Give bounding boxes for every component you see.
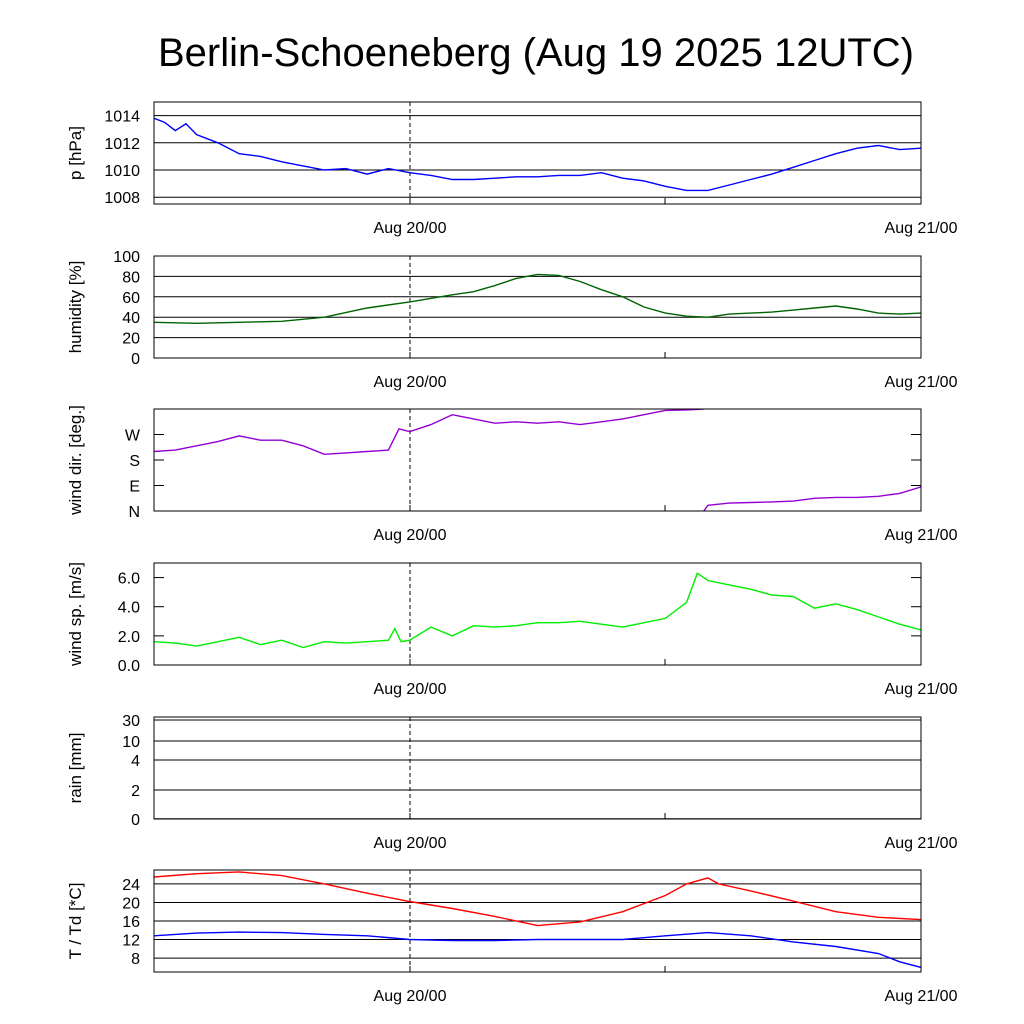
panel-frame [153, 869, 922, 973]
panel-frame [153, 408, 922, 512]
x-tick-label: Aug 20/00 [374, 681, 447, 698]
y-tick-label: S [129, 453, 140, 470]
y-tick-label: 1014 [104, 109, 140, 126]
x-tick-label: Aug 20/00 [374, 527, 447, 544]
panel-2: 0 20 40 60 80 100 humidity [%] Aug 20/00 Aug 21/… [66, 249, 958, 391]
series-line-1 [154, 871, 921, 927]
y-axis-label: wind dir. [deg.] [66, 405, 85, 516]
x-tick-label: Aug 20/00 [374, 988, 447, 1005]
series-line-1 [154, 409, 704, 456]
y-tick-label: 10 [122, 734, 140, 751]
y-tick-label: 4.0 [118, 600, 140, 617]
panel-5: 0 2 4 10 30 rain [mm] Aug 20/00 Aug 21/00 [66, 713, 958, 852]
x-tick-label: Aug 20/00 [374, 220, 447, 237]
y-tick-label: 100 [113, 249, 140, 266]
y-tick-label: 2 [131, 783, 140, 800]
x-tick-label: Aug 21/00 [885, 374, 958, 391]
y-tick-label: 20 [122, 331, 140, 348]
panel-frame [153, 716, 922, 820]
y-tick-label: 1008 [104, 190, 140, 207]
y-axis-label: humidity [%] [66, 261, 85, 354]
y-axis-label: T / Td [*C] [66, 883, 85, 960]
y-tick-label: 12 [122, 933, 140, 950]
y-tick-label: 8 [131, 951, 140, 968]
x-tick-label: Aug 21/00 [885, 527, 958, 544]
panel-1: 1008 1010 1012 1014 p [hPa] Aug 20/00 Aug 21/0… [66, 101, 958, 237]
y-tick-label: 16 [122, 914, 140, 931]
series-line-1 [154, 273, 921, 325]
series-line-2 [703, 486, 921, 511]
y-tick-label: W [125, 428, 141, 445]
y-tick-label: 0 [131, 812, 140, 829]
y-tick-label: 40 [122, 310, 140, 327]
panel-4: 0.0 2.0 4.0 6.0 wind sp. [m/s] Aug 20/00 Aug 2… [66, 562, 958, 698]
series-line-1 [154, 117, 921, 192]
y-tick-label: 0.0 [118, 658, 140, 675]
y-tick-label: 6.0 [118, 571, 140, 588]
panel-frame [153, 562, 922, 666]
y-tick-label: 30 [122, 713, 140, 730]
y-tick-label: 24 [122, 877, 140, 894]
x-tick-label: Aug 20/00 [374, 374, 447, 391]
series-line-2 [154, 931, 921, 969]
y-axis-label: p [hPa] [66, 126, 85, 180]
y-axis-label: wind sp. [m/s] [66, 562, 85, 667]
y-tick-label: 60 [122, 290, 140, 307]
x-tick-label: Aug 21/00 [885, 988, 958, 1005]
series-line-1 [154, 572, 921, 649]
y-tick-label: 1012 [104, 136, 140, 153]
x-tick-label: Aug 21/00 [885, 681, 958, 698]
panel-frame [153, 101, 922, 205]
panel-frame [153, 255, 922, 359]
x-tick-label: Aug 21/00 [885, 835, 958, 852]
y-axis-label: rain [mm] [66, 733, 85, 804]
y-tick-label: 2.0 [118, 629, 140, 646]
y-tick-label: 4 [131, 753, 140, 770]
y-tick-label: 20 [122, 895, 140, 912]
chart-title: Berlin-Schoeneberg (Aug 19 2025 12UTC) [158, 31, 914, 75]
y-tick-label: 80 [122, 269, 140, 286]
y-tick-label: 0 [131, 351, 140, 368]
y-tick-label: 1010 [104, 163, 140, 180]
x-tick-label: Aug 20/00 [374, 835, 447, 852]
y-tick-label: N [128, 504, 140, 521]
y-tick-label: E [129, 479, 140, 496]
x-tick-label: Aug 21/00 [885, 220, 958, 237]
